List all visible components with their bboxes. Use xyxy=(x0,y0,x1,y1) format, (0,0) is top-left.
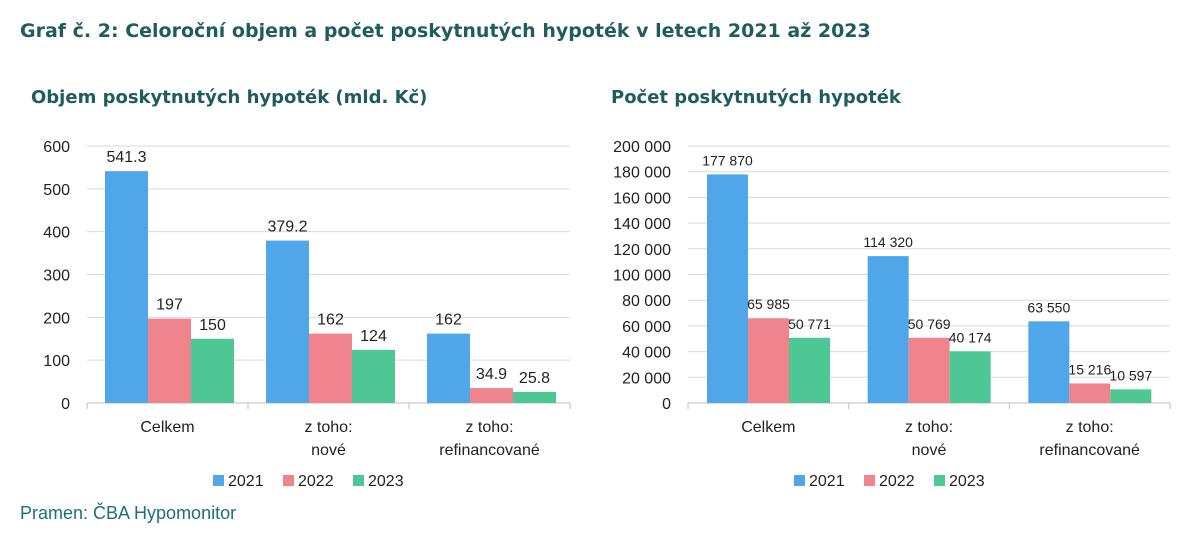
data-label: 15 216 xyxy=(1068,361,1111,377)
category-label: refinancované xyxy=(1039,442,1140,459)
legend-label: 2021 xyxy=(809,473,845,490)
bar-2022 xyxy=(1069,383,1111,403)
bar-2023 xyxy=(513,391,556,403)
y-tick-label: 160 000 xyxy=(613,190,671,207)
category-label: z toho: xyxy=(905,419,953,436)
y-tick-label: 600 xyxy=(43,139,70,156)
bar-2023 xyxy=(352,349,395,403)
y-tick-label: 80 000 xyxy=(622,293,671,310)
category-label: Celkem xyxy=(741,419,795,436)
data-label: 541.3 xyxy=(106,149,146,166)
data-label: 162 xyxy=(435,312,462,329)
data-label: 162 xyxy=(317,312,344,329)
data-label: 10 597 xyxy=(1109,367,1152,383)
bar-2023 xyxy=(1110,389,1152,403)
y-tick-label: 140 000 xyxy=(613,216,671,233)
y-tick-label: 20 000 xyxy=(622,370,671,387)
bar-2021 xyxy=(105,171,148,403)
bar-2021 xyxy=(707,174,748,403)
bar-2021 xyxy=(266,240,309,403)
category-label: z toho: xyxy=(304,419,352,436)
legend-label: 2022 xyxy=(879,473,915,490)
y-tick-label: 100 000 xyxy=(613,268,671,285)
bar-2023 xyxy=(949,351,991,403)
data-label: 25.8 xyxy=(519,370,550,387)
y-tick-label: 200 xyxy=(43,310,70,327)
y-tick-label: 60 000 xyxy=(622,319,671,336)
y-tick-label: 0 xyxy=(662,396,671,413)
legend-swatch-2021 xyxy=(213,475,224,486)
legend-label: 2023 xyxy=(368,473,404,490)
data-label: 65 985 xyxy=(747,296,790,312)
bar-2022 xyxy=(148,318,191,403)
legend-label: 2021 xyxy=(228,473,264,490)
data-label: 40 174 xyxy=(949,329,992,345)
category-label: nové xyxy=(912,442,947,459)
y-tick-label: 120 000 xyxy=(613,242,671,259)
data-label: 34.9 xyxy=(476,366,507,383)
legend-label: 2023 xyxy=(949,473,985,490)
figure-title: Graf č. 2: Celoroční objem a počet posky… xyxy=(20,20,871,42)
y-tick-label: 200 000 xyxy=(613,139,671,156)
y-tick-label: 180 000 xyxy=(613,165,671,182)
bar-2023 xyxy=(789,337,830,403)
data-label: 124 xyxy=(360,328,387,345)
y-tick-label: 0 xyxy=(61,396,70,413)
source-note: Pramen: ČBA Hypomonitor xyxy=(20,503,237,523)
category-label: nové xyxy=(311,442,346,459)
bar-2021 xyxy=(427,333,470,403)
count-bar-chart: 0 20 000 40 000 60 000 80 000 100 000 120 000 1… xyxy=(613,139,1171,490)
legend-label: 2022 xyxy=(298,473,334,490)
data-label: 50 771 xyxy=(788,316,831,332)
bar-2022 xyxy=(908,337,950,403)
data-label: 197 xyxy=(156,297,183,314)
category-label: z toho: xyxy=(465,419,513,436)
category-label: Celkem xyxy=(140,419,194,436)
y-tick-label: 300 xyxy=(43,268,70,285)
bar-2022 xyxy=(470,388,513,403)
chart-title-count: Počet poskytnutých hypoték xyxy=(611,87,901,108)
legend-swatch-2022 xyxy=(864,475,875,486)
data-label: 114 320 xyxy=(863,234,913,250)
data-label: 50 769 xyxy=(908,316,951,332)
legend-swatch-2023 xyxy=(353,475,364,486)
data-label: 177 870 xyxy=(702,152,753,168)
y-tick-label: 100 xyxy=(43,353,70,370)
category-label: refinancované xyxy=(439,442,540,459)
y-tick-label: 40 000 xyxy=(622,345,671,362)
bar-2022 xyxy=(309,333,352,403)
data-label: 150 xyxy=(199,317,226,334)
bar-2022 xyxy=(748,318,789,403)
bar-2023 xyxy=(191,338,234,403)
legend-swatch-2023 xyxy=(934,475,945,486)
data-label: 63 550 xyxy=(1027,299,1070,315)
data-label: 379.2 xyxy=(267,219,307,236)
legend-swatch-2022 xyxy=(283,475,294,486)
y-tick-label: 400 xyxy=(43,225,70,242)
bar-2021 xyxy=(867,256,909,403)
y-tick-label: 500 xyxy=(43,182,70,199)
legend-swatch-2021 xyxy=(794,475,805,486)
bar-2021 xyxy=(1028,321,1070,403)
chart-title-volume: Objem poskytnutých hypoték (mld. Kč) xyxy=(31,87,428,108)
volume-bar-chart: 0 100 200 300 400 500 600 541.3 197 150 Celkem 379.… xyxy=(43,139,571,490)
category-label: z toho: xyxy=(1066,419,1114,436)
